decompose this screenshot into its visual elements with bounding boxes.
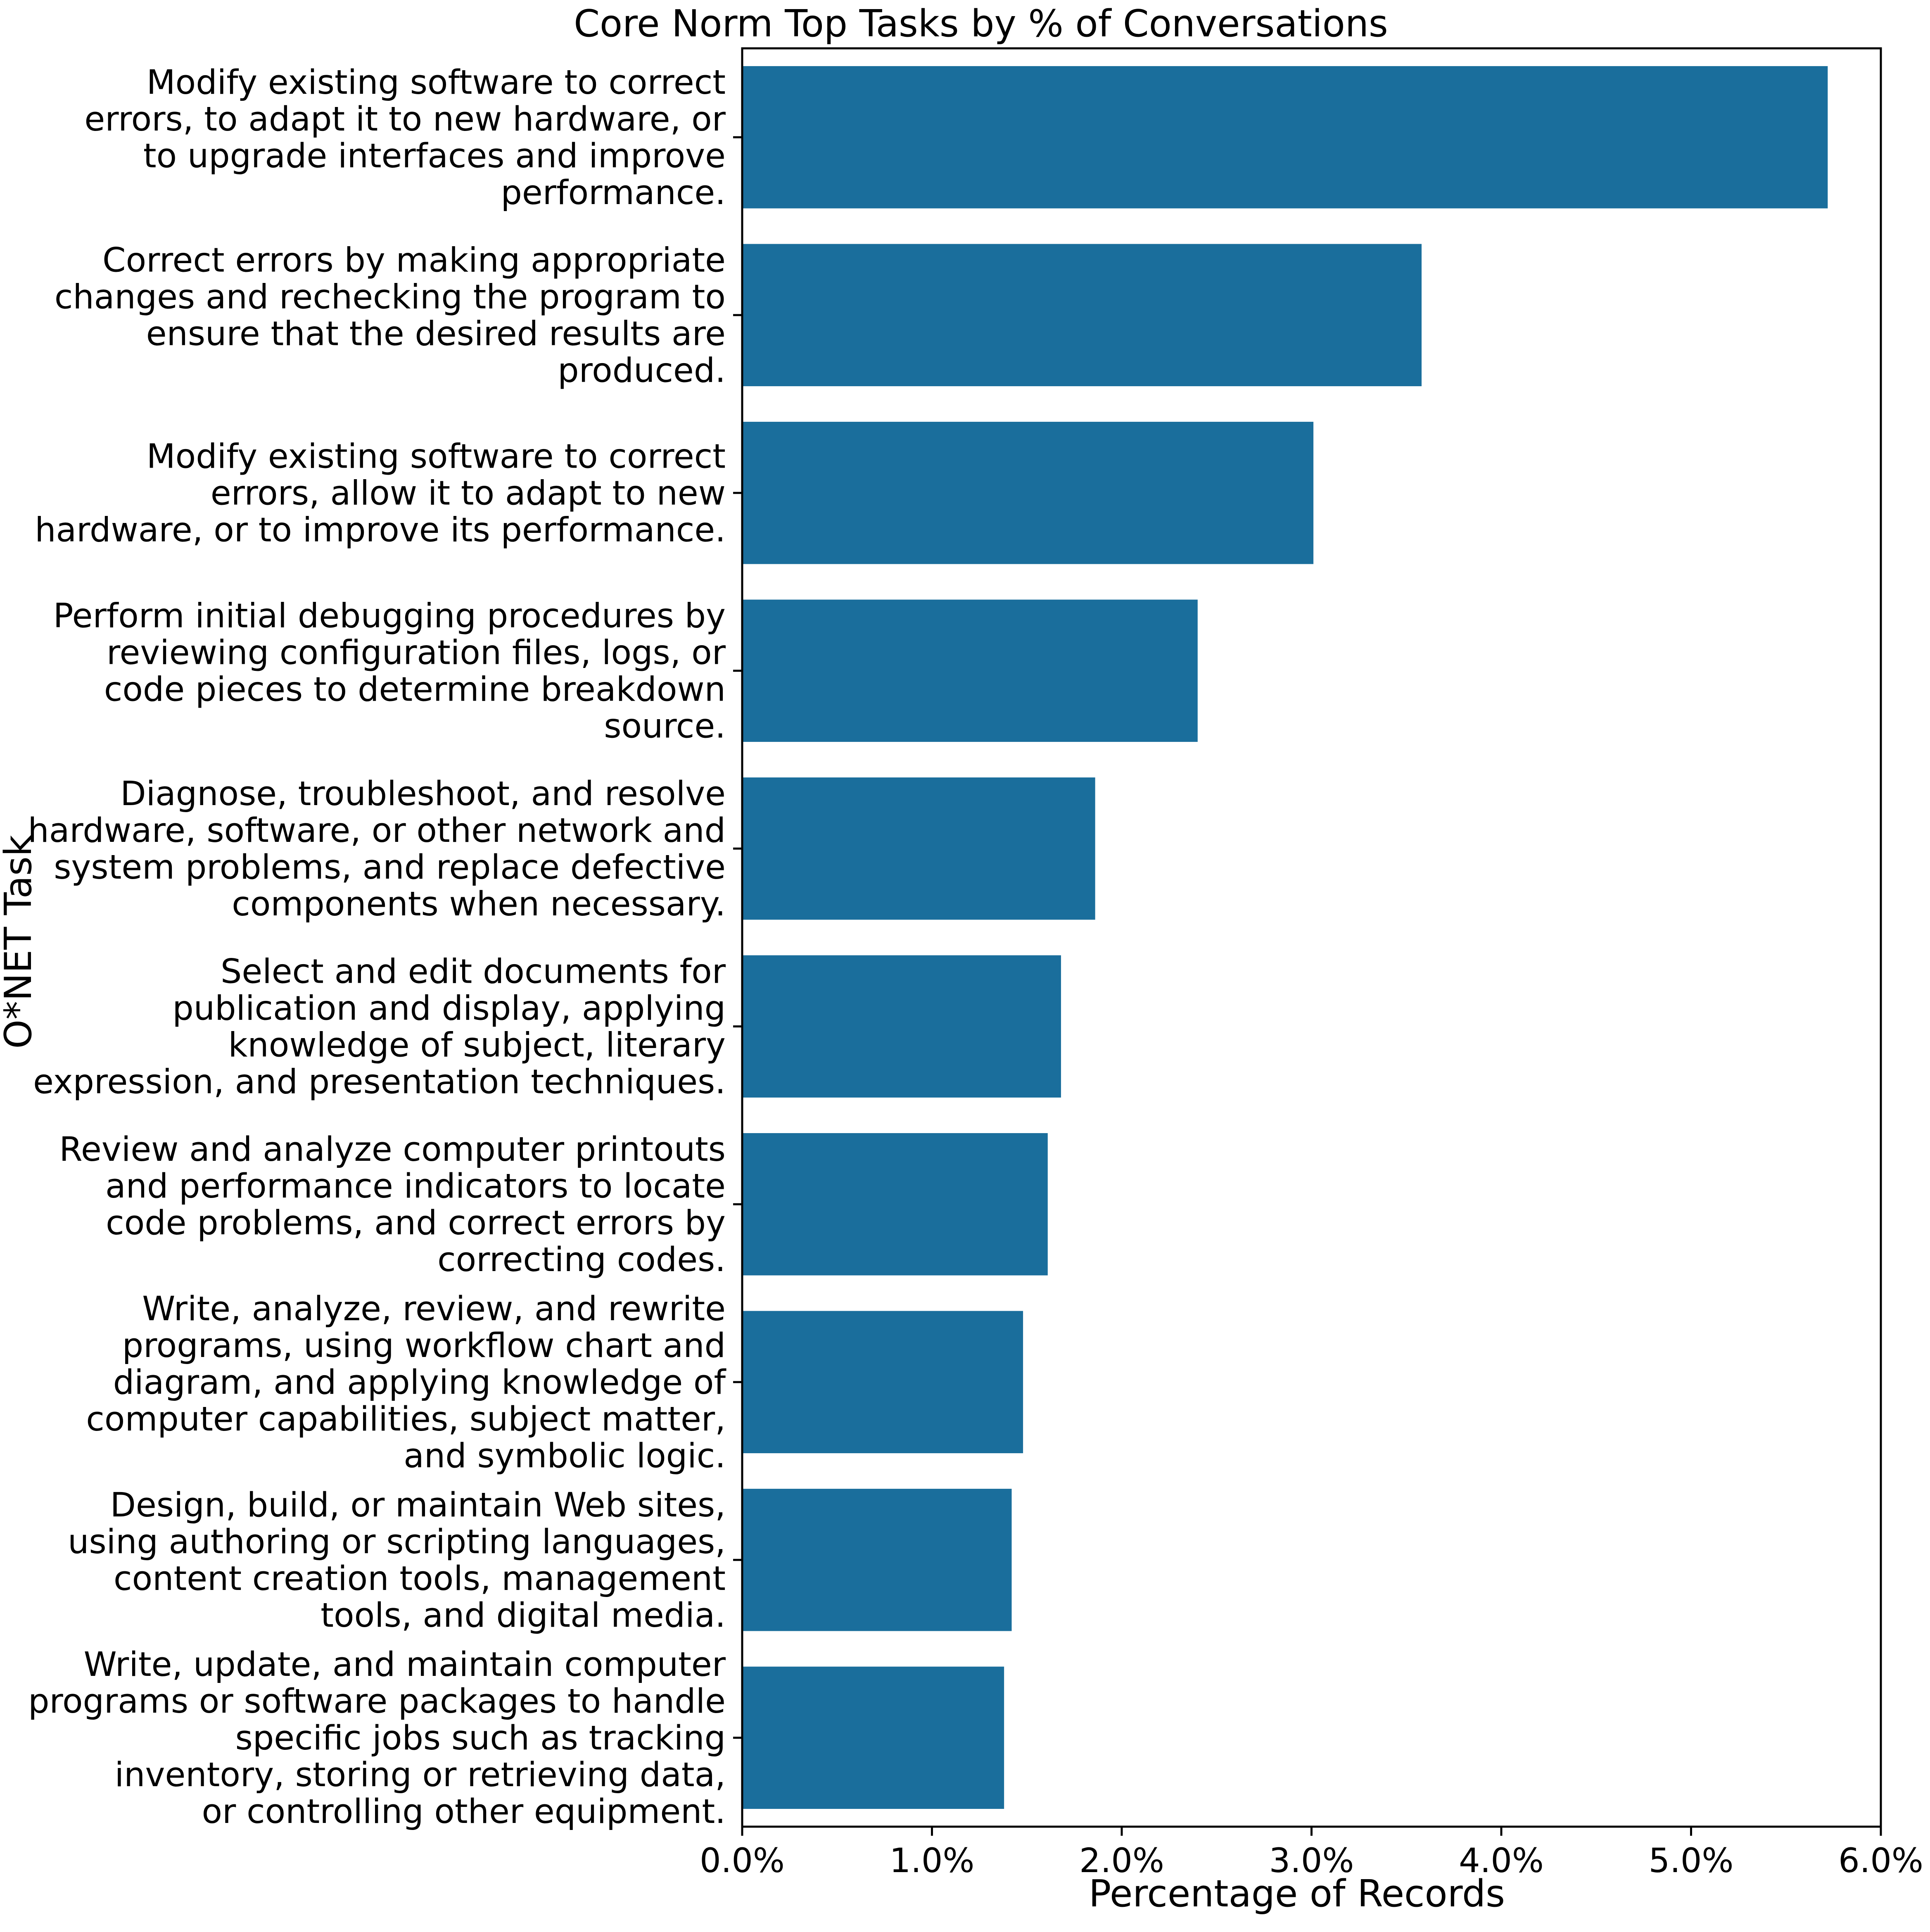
- x-tick-label-2: 2.0%: [1079, 1842, 1164, 1880]
- x-axis-title: Percentage of Records: [1089, 1872, 1505, 1915]
- category-label-6: Select and edit documents for publication…: [33, 952, 726, 1101]
- bar-2: [742, 244, 1422, 386]
- x-tick-label-0: 0.0%: [700, 1842, 785, 1880]
- y-axis-title: O*NET Task: [0, 835, 40, 1049]
- bar-3: [742, 422, 1314, 564]
- category-label-1: Modify existing software to correct error…: [84, 63, 726, 212]
- category-label-8: Write, analyze, review, and rewrite progr…: [86, 1290, 726, 1476]
- category-label-3: Modify existing software to correct error…: [35, 437, 726, 549]
- bars-layer: [742, 66, 1828, 1809]
- category-label-10: Write, update, and maintain computer prog…: [28, 1645, 726, 1831]
- labels-layer: Modify existing software to correct error…: [28, 63, 1923, 1880]
- x-tick-label-5: 5.0%: [1649, 1842, 1734, 1880]
- category-label-9: Design, build, or maintain Web sites, usi…: [68, 1486, 726, 1635]
- bar-5: [742, 777, 1095, 920]
- category-label-7: Review and analyze computer printouts and…: [59, 1130, 726, 1279]
- x-tick-label-6: 6.0%: [1838, 1842, 1923, 1880]
- bar-4: [742, 599, 1198, 742]
- category-label-4: Perform initial debugging procedures by r…: [53, 596, 726, 746]
- x-tick-label-4: 4.0%: [1459, 1842, 1544, 1880]
- x-tick-label-1: 1.0%: [890, 1842, 975, 1880]
- category-label-2: Correct errors by making appropriate chan…: [55, 241, 726, 390]
- bar-10: [742, 1666, 1004, 1809]
- bar-1: [742, 66, 1828, 209]
- bar-8: [742, 1311, 1023, 1453]
- bar-7: [742, 1133, 1048, 1276]
- bar-6: [742, 955, 1061, 1098]
- category-label-5: Diagnose, troubleshoot, and resolve hardw…: [28, 775, 726, 924]
- plot-frame: [741, 47, 1882, 1828]
- axes-layer: [733, 47, 1882, 1836]
- x-tick-label-3: 3.0%: [1269, 1842, 1354, 1880]
- bar-9: [742, 1489, 1012, 1631]
- chart-title: Core Norm Top Tasks by % of Conversation…: [574, 2, 1388, 45]
